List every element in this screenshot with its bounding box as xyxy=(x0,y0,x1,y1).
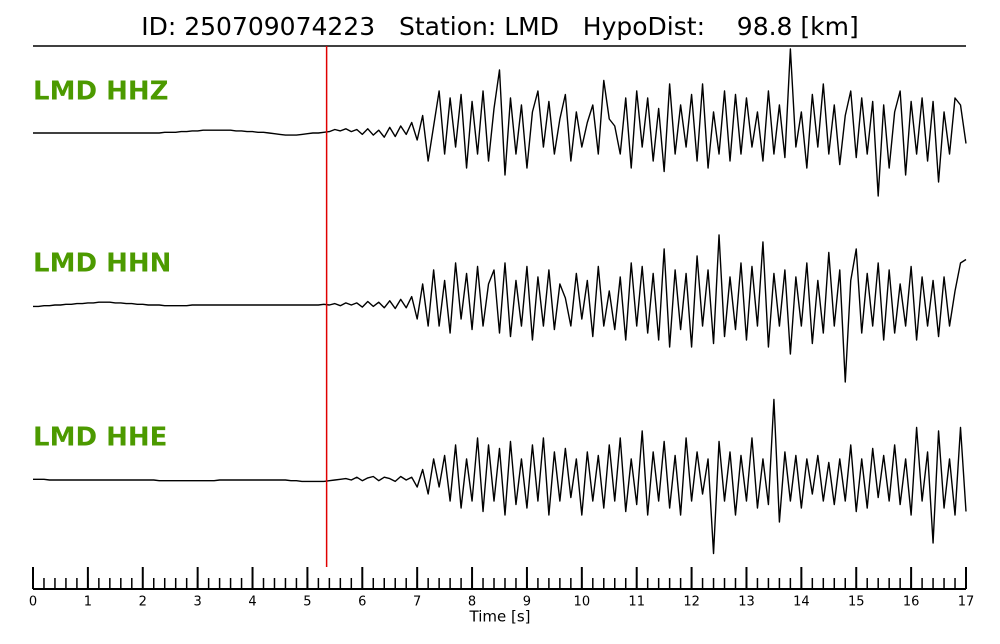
waveform xyxy=(33,234,967,383)
x-tick-label: 11 xyxy=(628,595,645,610)
x-tick-label: 4 xyxy=(248,595,256,610)
trace-label: LMD HHZ xyxy=(33,77,168,107)
x-tick-label: 2 xyxy=(139,595,147,610)
x-tick-label: 6 xyxy=(358,595,366,610)
waveform xyxy=(33,48,967,197)
x-axis-label: Time [s] xyxy=(469,608,531,626)
x-tick-label: 0 xyxy=(29,595,37,610)
trace-label: LMD HHN xyxy=(33,249,171,279)
x-tick-label: 16 xyxy=(903,595,920,610)
x-tick-label: 15 xyxy=(848,595,865,610)
x-tick-label: 17 xyxy=(958,595,975,610)
x-tick-label: 12 xyxy=(683,595,700,610)
chart-title: ID: 250709074223 Station: LMD HypoDist: … xyxy=(141,12,858,41)
trace-label: LMD HHE xyxy=(33,423,167,453)
x-tick-label: 3 xyxy=(194,595,202,610)
x-tick-label: 1 xyxy=(84,595,92,610)
x-tick-label: 8 xyxy=(468,595,476,610)
x-tick-label: 5 xyxy=(303,595,311,610)
x-tick-label: 7 xyxy=(413,595,421,610)
x-tick-label: 9 xyxy=(523,595,531,610)
x-tick-label: 13 xyxy=(738,595,755,610)
x-tick-label: 14 xyxy=(793,595,810,610)
x-tick-label: 10 xyxy=(574,595,591,610)
waveform xyxy=(33,398,967,555)
